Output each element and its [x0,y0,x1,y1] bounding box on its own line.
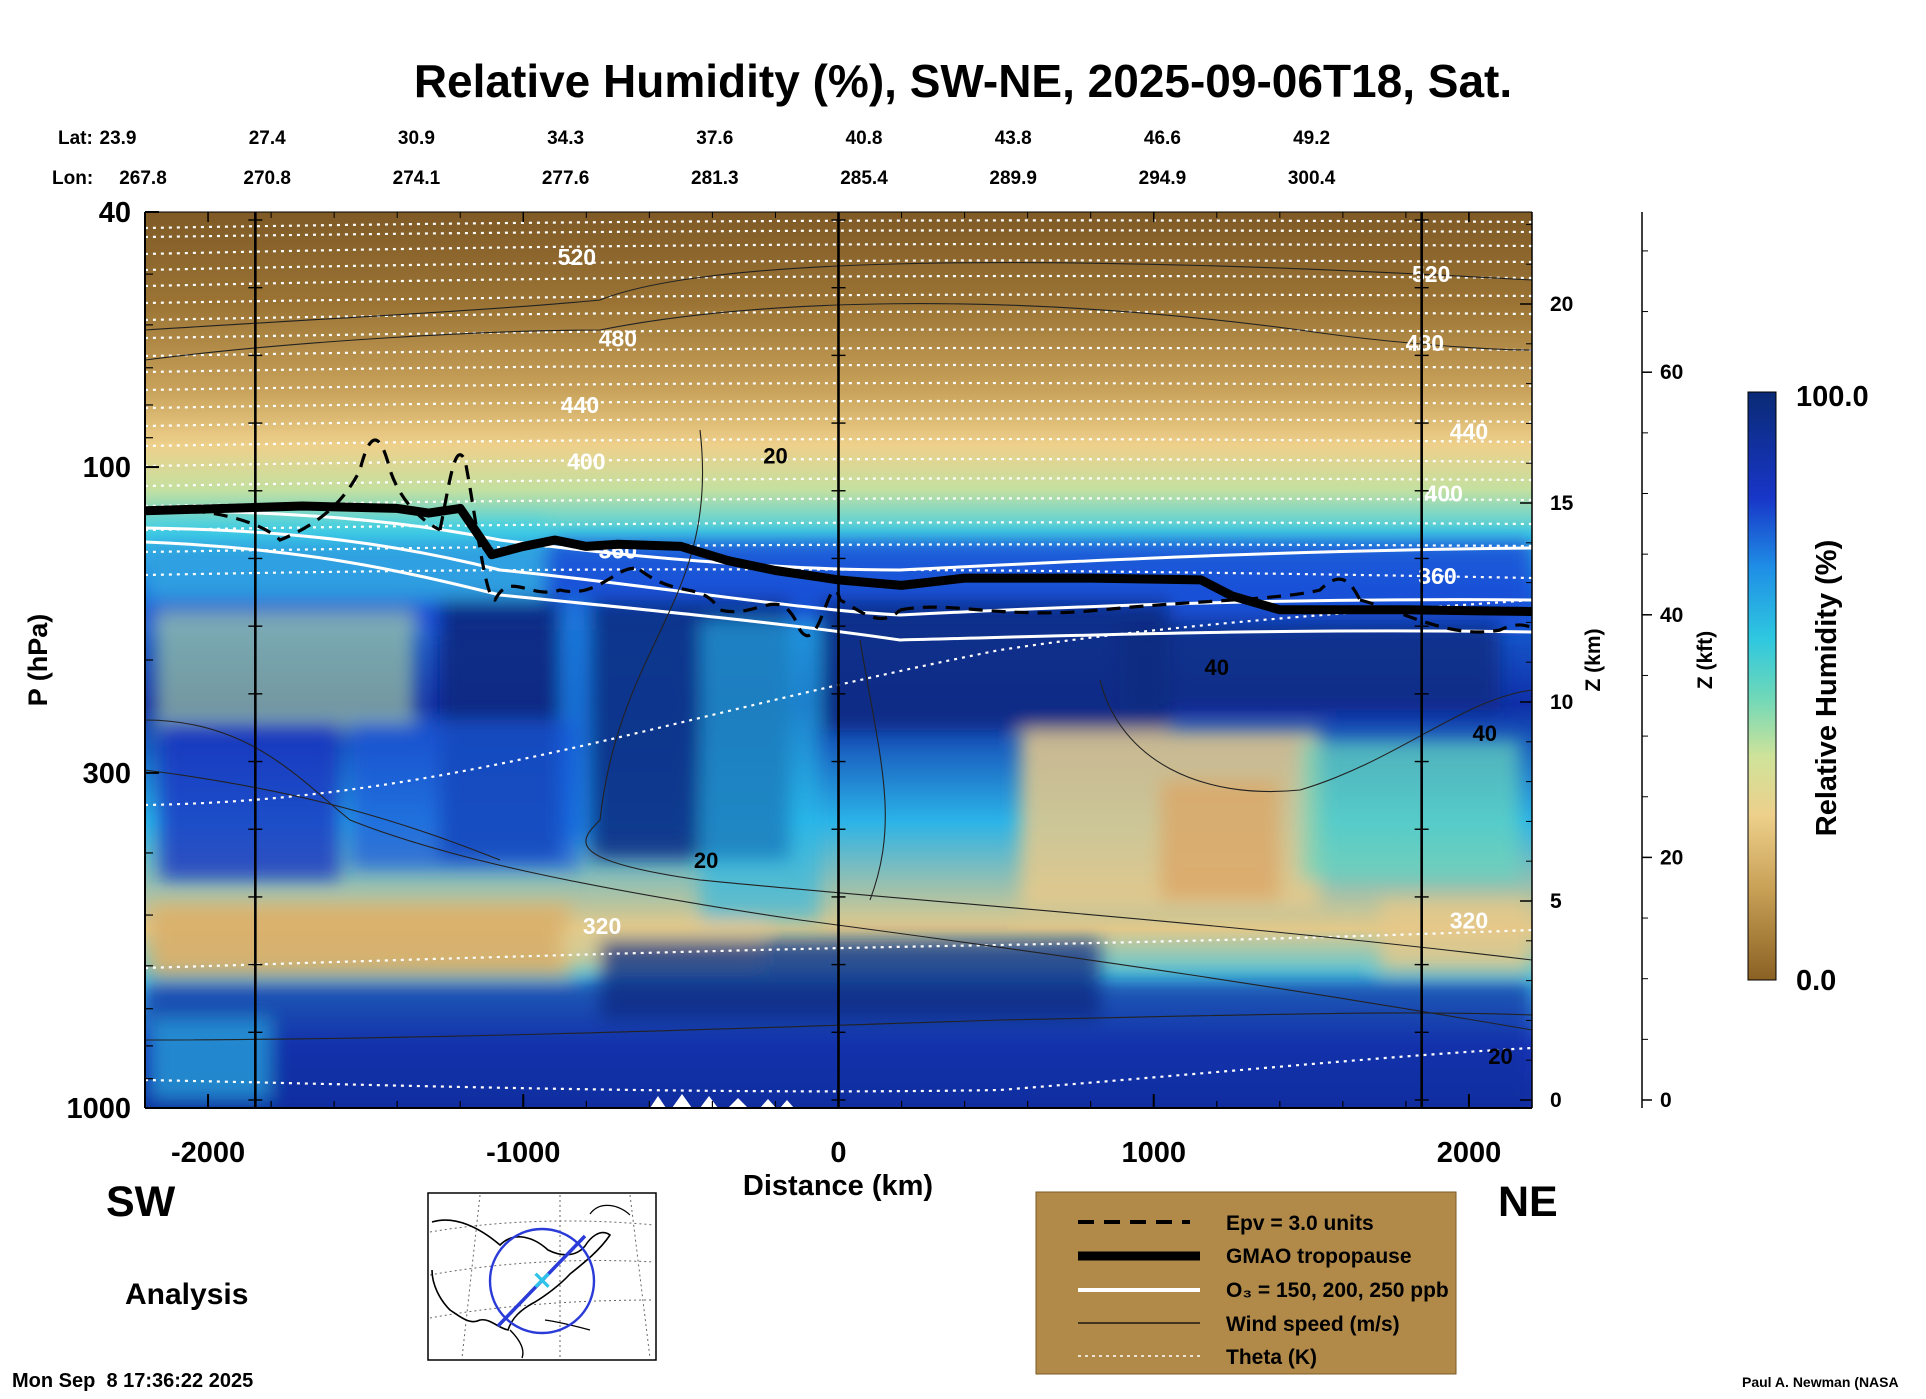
theta-label: 480 [599,325,637,351]
lon-value: 281.3 [691,168,739,189]
lon-values: 267.8 270.8 274.1 277.6 281.3 285.4 289.9 294.9… [119,168,1336,189]
lat-value: 34.3 [547,128,584,149]
gmao-tropopause-line [145,501,1532,616]
theta-label: 480 [1406,330,1444,356]
theta-label: 400 [567,448,605,474]
credit: Paul A. Newman (NASA [1742,1374,1899,1390]
surface-terrain-notches [650,1094,794,1108]
x-tick-label: 2000 [1437,1137,1502,1169]
y-tick-label: 300 [83,758,131,790]
theta-label: 320 [1450,908,1488,934]
z-km-axis-ticks: 0 5 10 15 20 [1520,223,1574,1112]
ne-label: NE [1498,1178,1558,1226]
z-kft-tick-label: 60 [1660,361,1683,384]
lat-value: 40.8 [846,128,883,149]
lon-value: 270.8 [243,168,291,189]
theta-label: 400 [1425,481,1463,507]
z-kft-axis-ticks: 0 20 40 60 [1642,250,1683,1112]
lon-label: Lon: [52,168,93,189]
lon-value: 300.4 [1288,168,1336,189]
wind-speed-contours [145,262,1532,1041]
y-axis-label: P (hPa) [23,614,53,707]
z-km-tick-label: 5 [1550,890,1562,913]
z-km-tick-label: 0 [1550,1089,1562,1112]
x-tick-label: -1000 [486,1137,560,1169]
lat-value: 27.4 [249,128,286,149]
z-km-tick-label: 15 [1550,492,1574,515]
colorbar-title: Relative Humidity (%) [1811,540,1843,837]
x-tick-label: 1000 [1121,1137,1186,1169]
lat-label: Lat: [58,128,93,149]
x-axis-label: Distance (km) [743,1170,933,1202]
lon-value: 289.9 [989,168,1037,189]
y-axis-ticks: 40 100 300 1000 [66,197,159,1125]
inset-map: ✕ [427,1192,657,1361]
chart-title: Relative Humidity (%), SW-NE, 2025-09-06… [414,55,1512,107]
epv-contours [145,438,1532,638]
y-tick-label: 100 [83,452,131,484]
lon-value: 285.4 [840,168,888,189]
lat-value: 46.6 [1144,128,1181,149]
legend-ozone: O₃ = 150, 200, 250 ppb [1226,1279,1449,1302]
theta-label: 440 [561,392,599,418]
lon-value: 267.8 [119,168,167,189]
colorbar [1747,391,1777,981]
wind-label: 40 [1472,721,1496,746]
z-kft-tick-label: 20 [1660,846,1683,869]
theta-label: 440 [1450,418,1488,444]
y-tick-label: 1000 [66,1093,131,1125]
lat-value: 49.2 [1293,128,1330,149]
x-axis-ticks: -2000 -1000 0 1000 2000 [144,212,1533,1169]
lat-value: 37.6 [696,128,733,149]
z-kft-tick-label: 0 [1660,1089,1672,1112]
wind-contour-labels: 20 20 40 40 20 [694,444,1513,1069]
theta-label: 360 [1418,563,1456,589]
z-kft-axis-label: Z (kft) [1694,631,1717,689]
lat-value: 30.9 [398,128,435,149]
analysis-label: Analysis [125,1278,248,1311]
y-tick-label: 40 [99,197,131,229]
heatmap-blobs [145,520,1532,1108]
z-kft-tick-label: 40 [1660,604,1683,627]
colorbar-min-label: 0.0 [1796,965,1836,997]
legend-theta: Theta (K) [1226,1346,1317,1369]
wind-label: 40 [1205,655,1229,680]
lat-value: 43.8 [995,128,1032,149]
x-tick-label: 0 [830,1137,846,1169]
theta-label: 320 [583,913,621,939]
wind-label: 20 [694,848,718,873]
theta-label: 520 [558,244,596,270]
colorbar-max-label: 100.0 [1796,381,1869,413]
timestamp: Mon Sep 8 17:36:22 2025 [12,1370,253,1392]
theta-label: 520 [1412,261,1450,287]
z-km-tick-label: 10 [1550,691,1573,714]
position-marker-lines [248,212,1429,1108]
svg-text:✕: ✕ [532,1268,552,1295]
sw-label: SW [106,1178,176,1226]
lon-value: 274.1 [393,168,441,189]
legend-epv: Epv = 3.0 units [1226,1212,1374,1235]
z-km-tick-label: 20 [1550,293,1573,316]
legend-tropopause: GMAO tropopause [1226,1245,1412,1268]
legend: Epv = 3.0 units GMAO tropopause O₃ = 150… [1035,1191,1457,1375]
lon-value: 277.6 [542,168,590,189]
wind-label: 20 [1488,1044,1512,1069]
lat-values: 23.9 27.4 30.9 34.3 37.6 40.8 43.8 46.6 49.2 [100,128,1331,149]
lat-value: 23.9 [100,128,137,149]
x-tick-label: -2000 [171,1137,245,1169]
z-km-axis-label: Z (km) [1582,629,1605,692]
wind-label: 20 [763,444,787,469]
lon-value: 294.9 [1139,168,1187,189]
legend-wind-speed: Wind speed (m/s) [1226,1313,1400,1336]
